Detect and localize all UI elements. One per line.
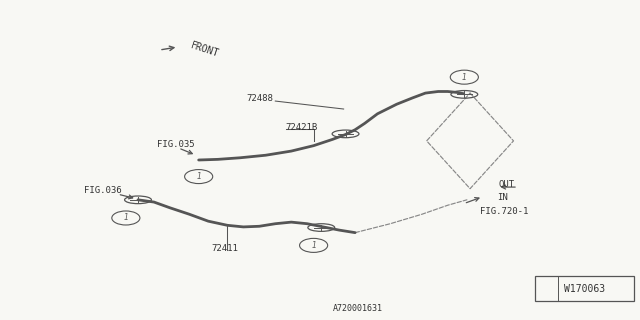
Text: FIG.035: FIG.035 [157,140,195,149]
Text: IN: IN [497,193,508,202]
Text: OUT: OUT [499,180,515,189]
Text: A720001631: A720001631 [333,304,383,313]
Text: 1: 1 [196,172,201,181]
Text: 1: 1 [124,213,128,222]
Text: 72411: 72411 [211,244,238,253]
Circle shape [300,238,328,252]
Circle shape [537,284,557,294]
Circle shape [112,211,140,225]
FancyBboxPatch shape [535,276,634,301]
Text: W170063: W170063 [564,284,605,294]
Text: 72421B: 72421B [285,123,317,132]
Text: 72488: 72488 [246,94,273,103]
Text: 1: 1 [462,73,467,82]
Circle shape [184,170,212,184]
Text: FIG.036: FIG.036 [84,187,122,196]
Circle shape [451,70,478,84]
Text: FRONT: FRONT [189,41,220,60]
Text: FIG.720-1: FIG.720-1 [479,207,528,216]
Text: 1: 1 [545,284,550,293]
Text: 1: 1 [311,241,316,250]
